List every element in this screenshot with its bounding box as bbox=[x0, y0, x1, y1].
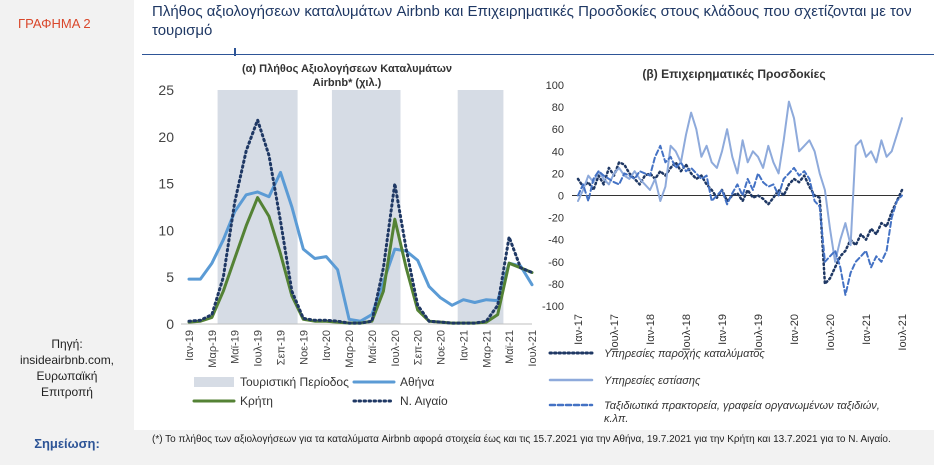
source-line: Ευρωπαϊκή bbox=[36, 369, 98, 383]
title-rule-tick bbox=[234, 48, 242, 56]
figure-title: Πλήθος αξιολογήσεων καταλυμάτων Airbnb κ… bbox=[152, 3, 912, 39]
y-tick-label: 15 bbox=[158, 176, 174, 192]
x-tick-label: Ιουλ-19 bbox=[253, 330, 265, 367]
series-line bbox=[577, 100, 903, 263]
legend-label: Κρήτη bbox=[240, 394, 273, 408]
source-line: Πηγή: bbox=[51, 337, 83, 351]
x-tick-label: Σεπ-19 bbox=[275, 330, 287, 365]
x-tick-label: Ιαν-18 bbox=[645, 314, 657, 345]
x-tick-label: Ιαν-19 bbox=[717, 314, 729, 345]
y-tick-label: 100 bbox=[546, 80, 564, 92]
x-tick-label: Ιουλ-17 bbox=[609, 314, 621, 351]
legend-label: Υπηρεσίες παροχής καταλύματος bbox=[604, 348, 765, 360]
legend-label: Υπηρεσίες εστίασης bbox=[604, 375, 701, 387]
x-tick-label: Ιαν-21 bbox=[458, 330, 470, 361]
y-tick-label: 0 bbox=[558, 191, 564, 203]
y-tick-label: -100 bbox=[542, 301, 564, 313]
x-tick-label: Ιαν-20 bbox=[789, 314, 801, 345]
tourist-season-band bbox=[331, 90, 401, 324]
y-tick-label: 20 bbox=[552, 168, 564, 180]
y-tick-label: 40 bbox=[552, 146, 564, 158]
series-line bbox=[187, 118, 534, 325]
legend-swatch bbox=[194, 377, 234, 387]
x-tick-label: Μαϊ-19 bbox=[230, 330, 242, 364]
y-tick-label: 20 bbox=[158, 129, 174, 145]
left-column bbox=[0, 0, 134, 430]
y-tick-label: 60 bbox=[552, 124, 564, 136]
tourist-season-band bbox=[457, 90, 504, 324]
x-tick-label: Ιουλ-21 bbox=[527, 330, 539, 367]
legend-label: Ν. Αιγαίο bbox=[400, 394, 448, 408]
x-tick-label: Μαϊ-20 bbox=[367, 330, 379, 364]
x-tick-label: Ιαν-21 bbox=[861, 314, 873, 345]
note-bar bbox=[0, 430, 934, 465]
y-tick-label: -40 bbox=[548, 235, 564, 247]
x-tick-label: Ιουλ-19 bbox=[753, 314, 765, 351]
y-tick-label: 80 bbox=[552, 102, 564, 114]
source-block: Πηγή: insideairbnb.com, Ευρωπαϊκή Επιτρο… bbox=[0, 336, 134, 400]
x-tick-label: Μαρ-21 bbox=[481, 330, 493, 368]
chart-b-business-expectations: (β) Επιχειρηματικές Προσδοκίες 100 80 60 40 2… bbox=[542, 67, 909, 425]
x-tick-label: Ιουλ-21 bbox=[897, 314, 909, 351]
series-line bbox=[187, 170, 534, 323]
legend-label: Αθήνα bbox=[400, 375, 434, 389]
chart-a-airbnb-reviews: (α) Πλήθος Αξιολογήσεων Καταλυμάτων Airbn… bbox=[158, 63, 539, 408]
x-tick-label: Ιαν-20 bbox=[321, 330, 333, 361]
x-tick-label: Ιουλ-20 bbox=[825, 314, 837, 351]
figure-label: ΓΡΑΦΗΜΑ 2 bbox=[18, 16, 91, 31]
y-tick-label: -20 bbox=[548, 213, 564, 225]
tourist-season-band bbox=[217, 90, 298, 324]
series-line bbox=[577, 144, 903, 296]
x-tick-label: Νοε-19 bbox=[298, 330, 310, 365]
x-tick-label: Νοε-20 bbox=[436, 330, 448, 365]
title-rule bbox=[142, 54, 934, 55]
x-tick-label: Ιουλ-18 bbox=[681, 314, 693, 351]
note-label: Σημείωση: bbox=[34, 436, 100, 451]
legend-label: Ταξιδιωτικά πρακτορεία, γραφεία οργανωμέ… bbox=[604, 400, 880, 412]
x-tick-label: Ιουλ-20 bbox=[390, 330, 402, 367]
x-tick-label: Μαρ-19 bbox=[207, 330, 219, 368]
source-line: Επιτροπή bbox=[41, 385, 93, 399]
y-tick-label: 25 bbox=[158, 82, 174, 98]
note-text: (*) Το πλήθος των αξιολογήσεων για τα κα… bbox=[152, 434, 891, 445]
x-tick-label: Ιαν-17 bbox=[573, 314, 585, 345]
y-tick-label: -60 bbox=[548, 257, 564, 269]
legend-label: Τουριστική Περίοδος bbox=[240, 375, 349, 389]
source-line: insideairbnb.com, bbox=[19, 353, 115, 367]
x-tick-label: Ιαν-19 bbox=[184, 330, 196, 361]
y-tick-label: 0 bbox=[166, 316, 174, 332]
x-tick-label: Μαρ-20 bbox=[344, 330, 356, 368]
y-tick-label: 5 bbox=[166, 269, 174, 285]
x-tick-label: Μαϊ-21 bbox=[504, 330, 516, 364]
chart-a-title-line: Airbnb* (χιλ.) bbox=[313, 77, 382, 89]
y-tick-label: 10 bbox=[158, 222, 174, 238]
y-tick-label: -80 bbox=[548, 279, 564, 291]
x-tick-label: Σεπ-20 bbox=[413, 330, 425, 365]
legend-label: κ.λπ. bbox=[604, 413, 628, 425]
chart-a-title-line: (α) Πλήθος Αξιολογήσεων Καταλυμάτων bbox=[242, 63, 452, 75]
chart-b-title: (β) Επιχειρηματικές Προσδοκίες bbox=[642, 67, 825, 81]
